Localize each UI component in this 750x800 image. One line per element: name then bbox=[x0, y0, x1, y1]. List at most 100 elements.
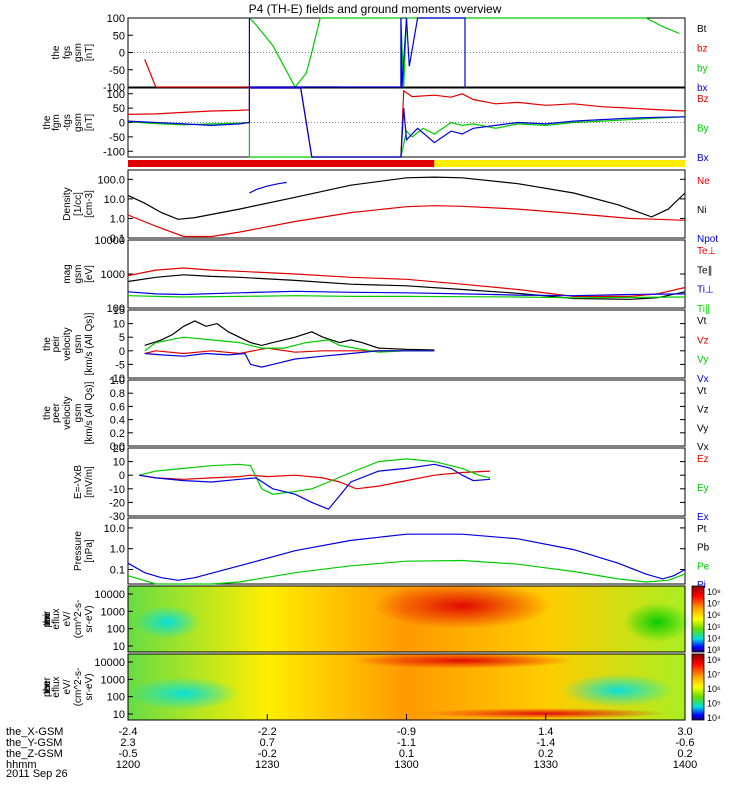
colorbar-label: 10⁷ bbox=[707, 670, 720, 680]
legend-entry-Vt: Vt bbox=[697, 316, 707, 327]
y-tick-label: 10 bbox=[113, 641, 125, 653]
legend-entry-Ex: Ex bbox=[697, 512, 709, 523]
y-axis-label-line: the bbox=[42, 337, 53, 351]
x-tick-label: -0.6 bbox=[676, 737, 695, 749]
legend-entry-Vy: Vy bbox=[697, 423, 708, 434]
x-tick-label: -1.4 bbox=[536, 737, 555, 749]
x-tick-label: 1200 bbox=[116, 759, 140, 771]
panel-frame bbox=[127, 379, 686, 447]
x-tick-label: 2.3 bbox=[120, 737, 135, 749]
y-axis-label-line: sr-eV) bbox=[84, 605, 95, 632]
y-axis-label-line: fgm bbox=[51, 114, 62, 131]
panel-fgs: 100 50 0 -50 -100 the fgs gsm [nT] Bt bz by bx bbox=[51, 13, 708, 94]
y-tick-label: 100 bbox=[107, 692, 125, 704]
y-axis-label-line: eflux bbox=[51, 608, 62, 629]
y-tick-label: 10 bbox=[113, 319, 125, 331]
colorbar-label: 10⁵ bbox=[707, 622, 721, 632]
y-tick-label: 50 bbox=[113, 103, 125, 115]
panel-frame bbox=[127, 169, 686, 239]
colorbar-label: 10⁸ bbox=[707, 655, 721, 665]
legend-entry-bx: bx bbox=[697, 83, 708, 94]
y-axis-label-line: gsm bbox=[73, 404, 84, 423]
panel-frame bbox=[127, 517, 686, 585]
y-axis-label-line: mag bbox=[62, 264, 73, 283]
y-tick-label: 0.4 bbox=[110, 415, 125, 427]
legend-entry-Te: Te⊥ bbox=[697, 246, 716, 257]
y-tick-label: 0.2 bbox=[110, 428, 125, 440]
series-by-line bbox=[248, 17, 680, 89]
heatmap-blob bbox=[350, 652, 574, 669]
series-Bx-line bbox=[127, 87, 686, 158]
colorbar bbox=[691, 585, 705, 653]
series-Te-line bbox=[127, 274, 686, 300]
heatmap-blob bbox=[133, 605, 201, 639]
y-axis-label-line: eflux bbox=[51, 676, 62, 697]
legend-entry-Bx: Bx bbox=[697, 153, 709, 164]
y-axis-label-line: gsm bbox=[73, 335, 84, 354]
y-axis-label-line: [km/s (All Qs)] bbox=[84, 381, 95, 444]
panel-density: 0.1 1.0 10.0 100.0 Density [1/cc] [cm-3] Ne Ni Np… bbox=[62, 169, 718, 245]
x-tick-label: 1.4 bbox=[538, 726, 553, 738]
x-tick-label: -0.5 bbox=[119, 748, 138, 760]
heatmap-blob bbox=[423, 708, 669, 719]
y-tick-label: 10 bbox=[113, 457, 125, 469]
x-tick-label: 0.2 bbox=[538, 748, 553, 760]
y-axis-label-line: peir bbox=[51, 335, 62, 352]
y-axis-label-line: gsm bbox=[73, 43, 84, 62]
legend-entry-by: by bbox=[697, 63, 708, 74]
legend-entry-Vx: Vx bbox=[697, 442, 709, 453]
y-tick-label: 0 bbox=[119, 118, 125, 130]
legend-entry-Ti: Ti⊥ bbox=[697, 285, 714, 296]
x-tick-label: 0.1 bbox=[399, 748, 414, 760]
y-tick-label: 1.0 bbox=[110, 375, 125, 387]
y-axis-label-line: gsm bbox=[73, 265, 84, 284]
y-axis-label-line: en bbox=[42, 613, 53, 624]
y-axis-label-line: peer bbox=[42, 676, 53, 697]
panel-pressure: 0.1 1.0 10.0 Pressure [nPa] Pt Pb Pe Pi bbox=[73, 517, 710, 591]
y-tick-label: 5 bbox=[119, 332, 125, 344]
x-tick-label: -2.4 bbox=[119, 726, 138, 738]
y-tick-label: 15 bbox=[113, 305, 125, 317]
y-tick-label: 0 bbox=[119, 48, 125, 60]
x-tick-label: 1330 bbox=[534, 759, 558, 771]
y-axis-label-line: the bbox=[42, 680, 53, 694]
y-axis-label-line: sr-eV) bbox=[84, 673, 95, 700]
heatmap-blob bbox=[128, 677, 240, 711]
y-axis-label-line: en bbox=[42, 681, 53, 692]
y-tick-label: -10 bbox=[109, 373, 125, 385]
panel-peer_eflux: 10000 1000 100 10 10⁸ 10⁷ 10⁶ 10⁵ 10⁴ thepeerenef… bbox=[42, 652, 721, 723]
y-tick-label: 10000 bbox=[94, 657, 125, 669]
colorbar-label: 10⁵ bbox=[707, 699, 721, 709]
y-tick-label: 10.0 bbox=[104, 523, 125, 535]
legend-entry-Vt: Vt bbox=[697, 386, 707, 397]
y-tick-label: -20 bbox=[109, 497, 125, 509]
heatmap-blob bbox=[623, 602, 691, 643]
legend-entry-Ti: Ti∥ bbox=[697, 304, 710, 315]
y-tick-label: -50 bbox=[109, 132, 125, 144]
y-tick-label: 20 bbox=[113, 443, 125, 455]
y-tick-label: 100 bbox=[107, 624, 125, 636]
series-Vt-line bbox=[144, 320, 435, 351]
y-tick-label: -5 bbox=[115, 359, 125, 371]
y-axis-label-line: E=-VxB bbox=[73, 465, 84, 500]
series-Npot-line bbox=[249, 181, 287, 194]
legend-entry-Pt: Pt bbox=[697, 524, 707, 535]
y-axis-label-line: eV/ bbox=[62, 611, 73, 626]
y-axis-label-line: the bbox=[42, 115, 53, 129]
y-tick-label: 100.0 bbox=[97, 174, 125, 186]
y-tick-label: -50 bbox=[109, 65, 125, 77]
y-axis-label-line: (cm^2-s- bbox=[73, 668, 84, 707]
panel-efield: -30 -20-10 010 20 E=-VxB [mV/m] Ez Ey Ex bbox=[73, 443, 709, 523]
legend-entry-Bt: Bt bbox=[697, 24, 707, 35]
x-tick-label: 1230 bbox=[255, 759, 279, 771]
y-tick-label: 1000 bbox=[101, 269, 125, 281]
x-row-label: hhmm bbox=[6, 759, 37, 771]
y-tick-label: -30 bbox=[109, 511, 125, 523]
legend-entry-Ez: Ez bbox=[697, 454, 709, 465]
y-tick-label: -100 bbox=[103, 146, 125, 158]
x-tick-label: 0.7 bbox=[260, 737, 275, 749]
x-tick-label: -0.2 bbox=[258, 748, 277, 760]
series-Vx-line bbox=[144, 350, 435, 368]
